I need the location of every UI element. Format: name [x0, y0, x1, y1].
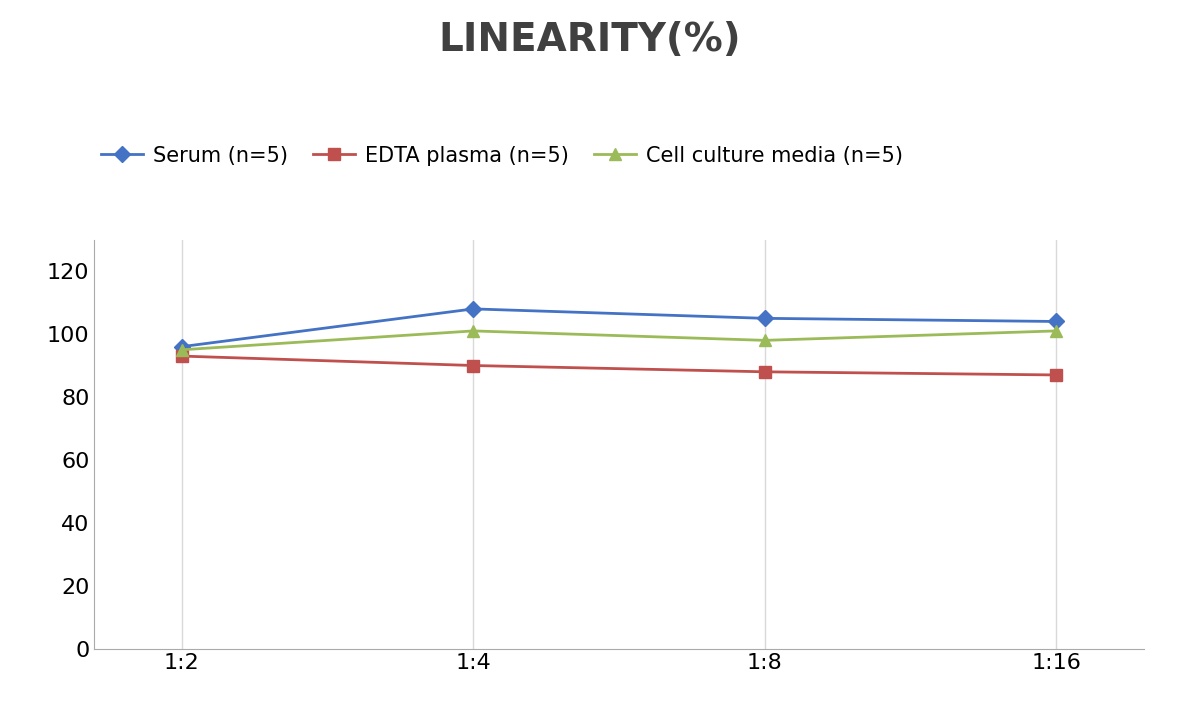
Cell culture media (n=5): [758, 336, 772, 345]
Line: Cell culture media (n=5): Cell culture media (n=5): [176, 326, 1062, 355]
Cell culture media (n=5): [466, 326, 480, 335]
Line: EDTA plasma (n=5): EDTA plasma (n=5): [176, 350, 1062, 381]
Legend: Serum (n=5), EDTA plasma (n=5), Cell culture media (n=5): Serum (n=5), EDTA plasma (n=5), Cell cul…: [93, 137, 911, 174]
Serum (n=5): [1049, 317, 1063, 326]
Cell culture media (n=5): [174, 345, 189, 354]
EDTA plasma (n=5): [758, 367, 772, 376]
Serum (n=5): [174, 343, 189, 351]
EDTA plasma (n=5): [174, 352, 189, 360]
Serum (n=5): [758, 314, 772, 323]
EDTA plasma (n=5): [466, 361, 480, 369]
Text: LINEARITY(%): LINEARITY(%): [439, 21, 740, 59]
Line: Serum (n=5): Serum (n=5): [176, 303, 1062, 352]
Cell culture media (n=5): [1049, 326, 1063, 335]
Serum (n=5): [466, 305, 480, 313]
EDTA plasma (n=5): [1049, 371, 1063, 379]
